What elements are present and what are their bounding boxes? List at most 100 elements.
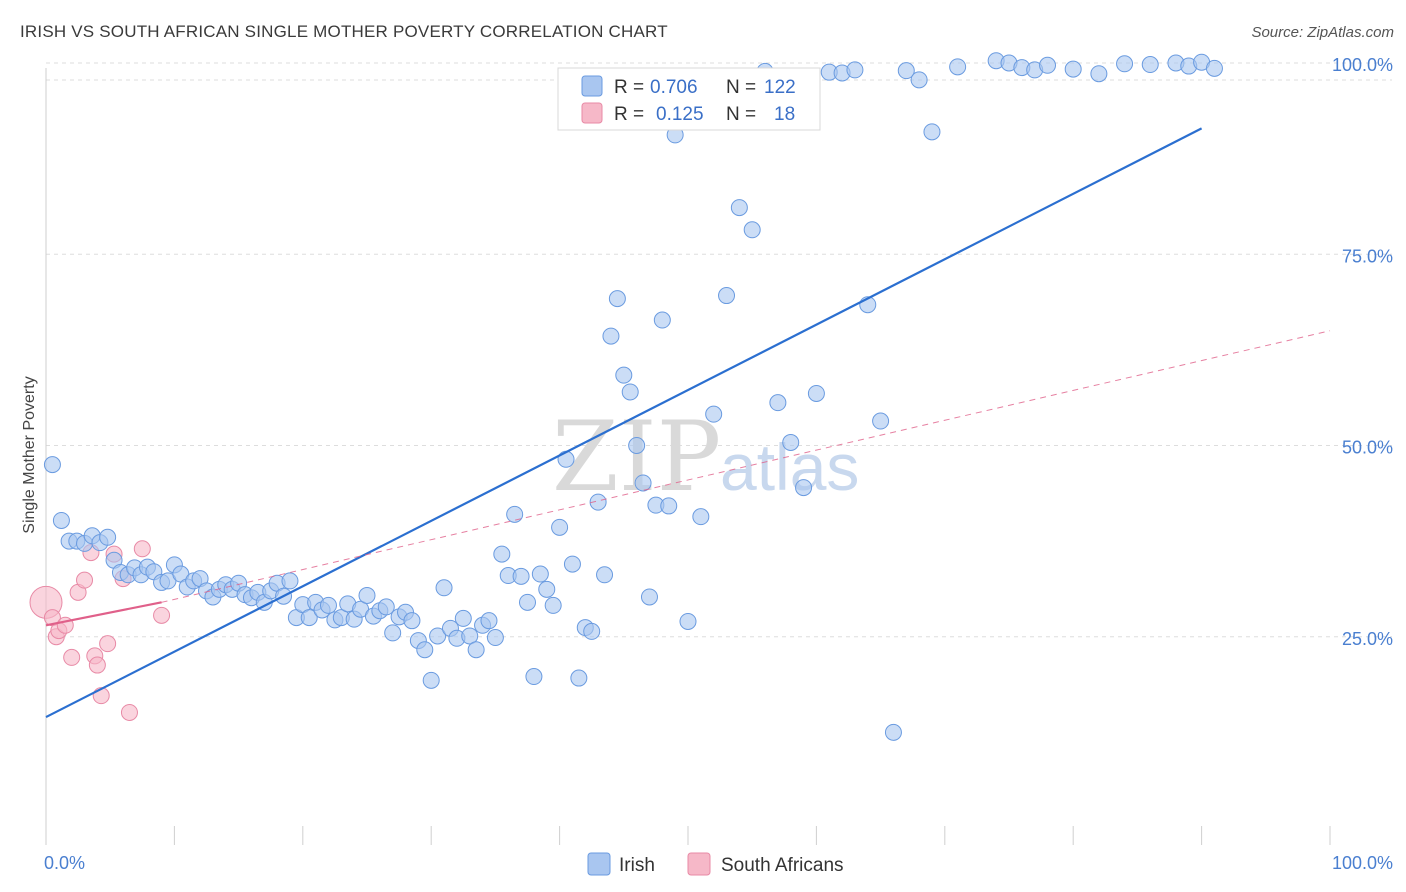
- irish-point-89: [628, 437, 646, 454]
- south-africans-point-16: [133, 540, 151, 558]
- south-africans-trend-line: [45, 601, 162, 627]
- irish-point-80: [570, 669, 588, 687]
- source-credit: Source: ZipAtlas.com: [1251, 24, 1394, 41]
- irish-point-90: [634, 474, 652, 492]
- irish-point-91: [640, 588, 658, 606]
- irish-point-88: [621, 383, 639, 401]
- irish-points: [43, 52, 1223, 741]
- south-africans-point-12: [99, 635, 117, 653]
- irish-point-38: [300, 609, 318, 627]
- irish-point-113: [897, 62, 915, 80]
- irish-point-100: [730, 199, 748, 217]
- south-africans-point-15: [120, 703, 138, 721]
- irish-point-105: [795, 479, 813, 497]
- irish-point-98: [705, 405, 723, 423]
- irish-point-47: [358, 586, 376, 604]
- irish-point-125: [1141, 56, 1159, 74]
- irish-point-75: [538, 580, 556, 598]
- bottom-legend-label-south-africans: South Africans: [721, 855, 844, 876]
- irish-point-104: [782, 433, 800, 451]
- legend-n-label-irish: N =: [726, 77, 756, 98]
- irish-point-114: [910, 71, 928, 89]
- irish-point-73: [525, 668, 543, 686]
- irish-point-109: [846, 61, 864, 79]
- irish-point-86: [608, 290, 626, 308]
- irish-point-116: [949, 58, 967, 76]
- series-legend: Irish South Africans: [587, 852, 844, 876]
- irish-point-122: [1064, 60, 1082, 78]
- south-africans-point-7: [76, 571, 94, 589]
- irish-point-57: [422, 671, 440, 689]
- irish-point-96: [679, 612, 697, 630]
- south-africans-point-10: [88, 656, 106, 674]
- irish-point-106: [807, 384, 825, 402]
- irish-point-77: [551, 518, 569, 536]
- y-tick-label-1: 50.0%: [1342, 438, 1393, 458]
- y-tick-label-2: 75.0%: [1342, 246, 1393, 266]
- south-africans-trend-extended: [161, 330, 1331, 603]
- south-africans-points: [29, 540, 171, 721]
- irish-point-83: [589, 493, 607, 511]
- irish-point-41: [319, 596, 337, 614]
- irish-point-64: [467, 641, 485, 659]
- irish-point-76: [544, 596, 562, 614]
- irish-point-0: [43, 456, 61, 474]
- y-tick-label-3: 100.0%: [1332, 55, 1393, 75]
- irish-point-123: [1090, 65, 1108, 83]
- irish-point-54: [403, 612, 421, 630]
- legend-n-label-south-africans: N =: [726, 104, 756, 125]
- irish-point-84: [596, 566, 614, 584]
- irish-point-115: [923, 123, 941, 141]
- irish-point-112: [884, 723, 902, 741]
- legend-swatch-south-africans: [581, 102, 603, 124]
- irish-point-50: [377, 598, 395, 616]
- irish-point-124: [1116, 55, 1134, 73]
- irish-point-87: [615, 366, 633, 384]
- irish-point-99: [718, 287, 736, 305]
- irish-point-59: [435, 579, 453, 597]
- x-tick-label-min: 0.0%: [44, 853, 85, 873]
- irish-point-63: [461, 627, 479, 645]
- legend-r-label-south-africans: R =: [614, 104, 644, 125]
- south-africans-point-5: [63, 648, 81, 666]
- irish-point-51: [384, 624, 402, 642]
- irish-point-1: [52, 511, 70, 529]
- axes: [45, 68, 1331, 845]
- irish-point-68: [493, 545, 511, 563]
- irish-point-111: [872, 412, 890, 430]
- trend-lines: [45, 127, 1331, 719]
- irish-point-70: [506, 505, 524, 523]
- y-axis-label: Single Mother Poverty: [21, 376, 38, 533]
- irish-point-93: [653, 311, 671, 329]
- watermark-zip: ZIP: [552, 401, 721, 513]
- irish-point-85: [602, 327, 620, 345]
- irish-point-103: [769, 394, 787, 412]
- chart-title: IRISH VS SOUTH AFRICAN SINGLE MOTHER POV…: [20, 22, 668, 41]
- irish-point-62: [454, 609, 472, 627]
- legend-r-value-south-africans: 0.125: [656, 104, 704, 125]
- irish-point-71: [512, 567, 530, 585]
- bottom-legend-label-irish: Irish: [619, 855, 655, 876]
- irish-point-94: [660, 497, 678, 515]
- legend-n-value-south-africans: 18: [774, 104, 795, 125]
- irish-point-58: [429, 627, 447, 645]
- irish-trend-line: [45, 127, 1203, 719]
- south-africans-point-17: [153, 606, 171, 624]
- legend-r-label-irish: R =: [614, 77, 644, 98]
- legend-swatch-irish: [581, 75, 603, 97]
- irish-point-97: [692, 508, 710, 526]
- irish-point-121: [1039, 56, 1057, 74]
- bottom-legend-swatch-irish: [587, 852, 611, 876]
- irish-point-78: [557, 450, 575, 468]
- irish-point-74: [531, 565, 549, 583]
- irish-point-79: [563, 555, 581, 573]
- irish-point-101: [743, 221, 761, 239]
- irish-point-72: [519, 593, 536, 611]
- x-tick-label-max: 100.0%: [1332, 853, 1393, 873]
- gridlines: [46, 62, 1392, 638]
- legend-r-value-irish: 0.706: [650, 77, 698, 98]
- y-tick-label-0: 25.0%: [1342, 629, 1393, 649]
- irish-point-129: [1205, 59, 1223, 77]
- irish-point-82: [583, 622, 601, 640]
